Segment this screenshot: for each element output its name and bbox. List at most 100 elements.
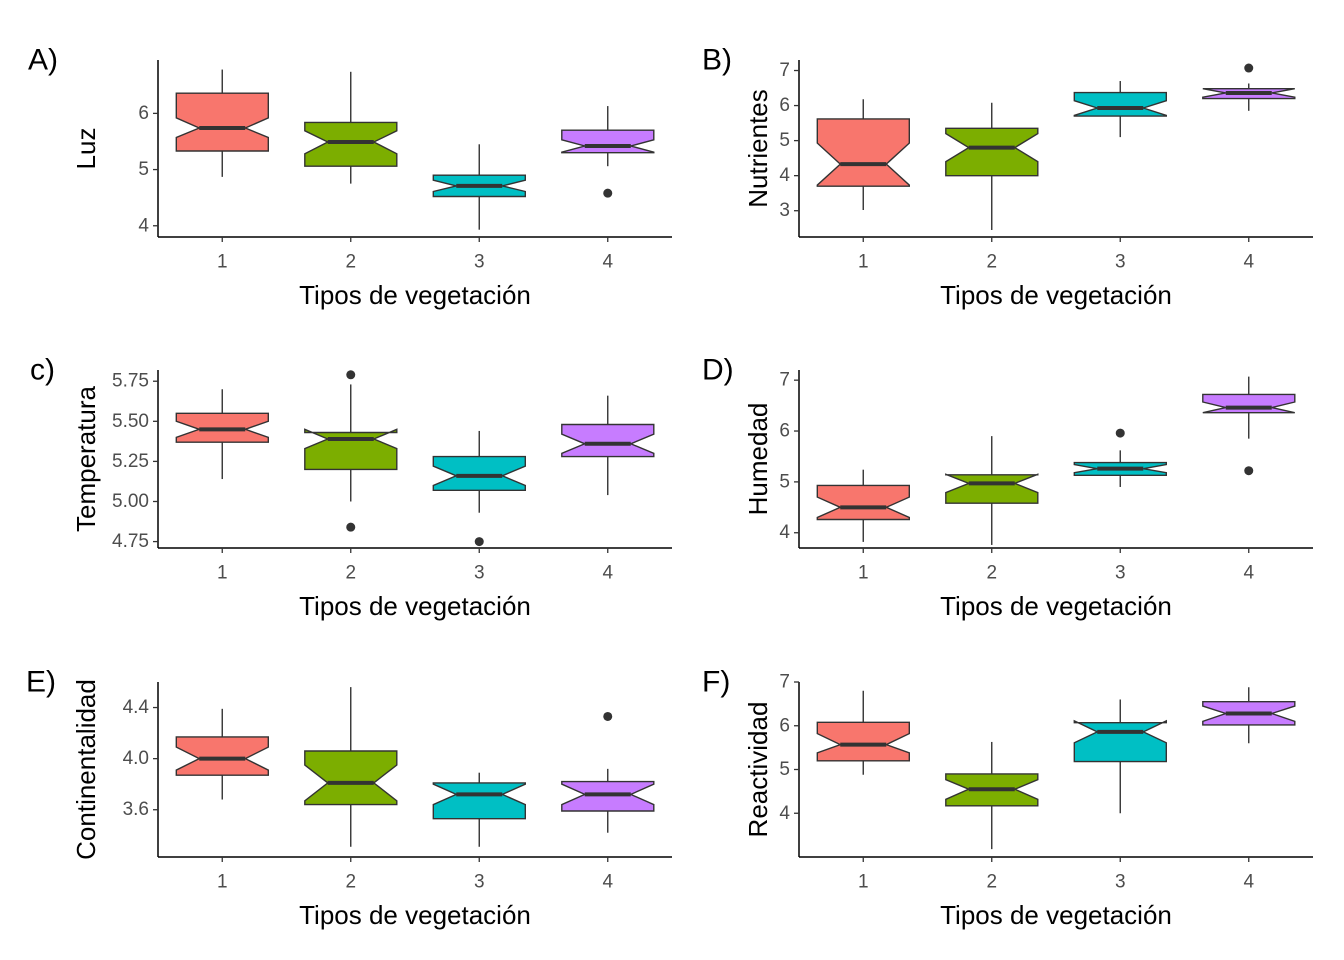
y-tick-label: 5.00 — [112, 491, 149, 512]
panel-5: E) 3.6 4.0 4.4 1 2 3 4 Tipos de vegetación Contin… — [26, 666, 672, 930]
y-axis-title: Temperatura — [71, 385, 101, 531]
x-tick-label: 4 — [1243, 252, 1254, 273]
x-tick-label: 1 — [217, 563, 228, 584]
y-axis-title: Reactividad — [743, 702, 773, 838]
x-tick-label: 3 — [474, 252, 485, 273]
box-body — [304, 428, 398, 471]
box-group-3 — [1073, 428, 1168, 487]
y-axis-title: Luz — [71, 128, 101, 170]
panel-3: c) 4.75 5.00 5.25 5.50 5.75 1 2 3 4 Tipos de veget… — [30, 354, 672, 621]
y-tick-label: 5 — [779, 130, 790, 151]
y-tick-label: 4 — [138, 215, 149, 236]
panel-2: B) 3 4 5 6 7 1 2 3 4 Tipos de vegetación Nutrientes — [702, 44, 1313, 310]
box-body — [816, 721, 910, 762]
box-group-3 — [1073, 81, 1168, 138]
box-group-2 — [945, 102, 1039, 230]
x-tick-label: 3 — [474, 563, 485, 584]
box-body — [175, 736, 269, 776]
panel-tag: B) — [702, 44, 732, 77]
panel-tag: c) — [30, 354, 55, 387]
box-group-1 — [175, 69, 269, 177]
box-body — [1073, 719, 1168, 763]
box-group-1 — [816, 690, 910, 775]
x-tick-label: 4 — [1243, 563, 1254, 584]
box-group-4 — [561, 711, 655, 833]
x-tick-label: 2 — [986, 563, 997, 584]
x-tick-label: 3 — [1115, 563, 1126, 584]
y-tick-label: 6 — [779, 95, 790, 116]
y-tick-label: 4 — [779, 522, 790, 543]
x-axis-title: Tipos de vegetación — [299, 280, 531, 310]
box-group-2 — [304, 687, 398, 847]
box-group-3 — [1073, 699, 1168, 814]
box-group-4 — [1202, 687, 1296, 744]
x-tick-label: 2 — [986, 252, 997, 273]
x-tick-label: 4 — [602, 252, 613, 273]
box-body — [304, 121, 398, 167]
box-group-2 — [304, 71, 398, 184]
x-tick-label: 4 — [1243, 872, 1254, 893]
box-group-2 — [945, 741, 1039, 850]
outlier-point — [474, 537, 484, 547]
x-tick-label: 3 — [1115, 252, 1126, 273]
y-tick-label: 4.4 — [123, 697, 150, 718]
y-tick-label: 3.6 — [123, 799, 149, 820]
x-axis-title: Tipos de vegetación — [940, 280, 1172, 310]
box-group-1 — [175, 708, 269, 800]
y-tick-label: 3 — [779, 200, 790, 221]
box-body — [945, 127, 1039, 177]
box-group-3 — [432, 430, 526, 547]
box-body — [561, 129, 655, 154]
box-body — [432, 782, 526, 820]
box-group-2 — [945, 436, 1039, 545]
x-tick-label: 1 — [858, 252, 869, 273]
box-body — [816, 484, 910, 521]
outlier-point — [603, 188, 613, 198]
outlier-point — [346, 522, 356, 532]
y-tick-label: 5 — [779, 759, 790, 780]
box-body — [561, 423, 655, 458]
x-tick-label: 2 — [345, 563, 356, 584]
y-tick-label: 6 — [138, 103, 149, 124]
panel-tag: D) — [702, 354, 734, 387]
x-tick-label: 2 — [986, 872, 997, 893]
panel-1: A) 4 5 6 1 2 3 4 Tipos de vegetación Luz — [28, 44, 672, 310]
box-body — [304, 750, 398, 806]
box-body — [432, 455, 526, 491]
box-body — [175, 92, 269, 152]
box-body — [816, 118, 910, 187]
panel-tag: E) — [26, 666, 56, 699]
panel-tag: A) — [28, 44, 58, 77]
box-group-2 — [304, 370, 398, 532]
y-tick-label: 7 — [779, 672, 790, 693]
y-axis-title: Nutrientes — [743, 89, 773, 208]
box-group-3 — [432, 772, 526, 847]
x-axis-title: Tipos de vegetación — [940, 900, 1172, 930]
box-group-4 — [1202, 63, 1296, 111]
x-axis-title: Tipos de vegetación — [940, 591, 1172, 621]
x-tick-label: 3 — [474, 872, 485, 893]
x-tick-label: 1 — [858, 872, 869, 893]
panel-6: F) 4 5 6 7 1 2 3 4 Tipos de vegetación Reactividad — [702, 666, 1313, 930]
box-group-1 — [175, 389, 269, 480]
y-tick-label: 4.75 — [112, 531, 149, 552]
box-group-1 — [816, 469, 910, 542]
x-tick-label: 1 — [858, 563, 869, 584]
x-tick-label: 1 — [217, 252, 228, 273]
y-tick-label: 4.0 — [123, 748, 149, 769]
box-group-4 — [561, 395, 655, 496]
y-tick-label: 5 — [138, 159, 149, 180]
outlier-point — [1244, 63, 1254, 73]
box-group-3 — [432, 144, 526, 230]
x-tick-label: 3 — [1115, 872, 1126, 893]
outlier-point — [603, 711, 613, 721]
box-group-4 — [1202, 376, 1296, 476]
box-body — [945, 473, 1039, 504]
y-tick-label: 6 — [779, 421, 790, 442]
box-body — [1073, 91, 1168, 117]
x-tick-label: 4 — [602, 872, 613, 893]
y-tick-label: 7 — [779, 60, 790, 81]
x-tick-label: 2 — [345, 252, 356, 273]
y-tick-label: 4 — [779, 165, 790, 186]
box-group-1 — [816, 99, 910, 211]
